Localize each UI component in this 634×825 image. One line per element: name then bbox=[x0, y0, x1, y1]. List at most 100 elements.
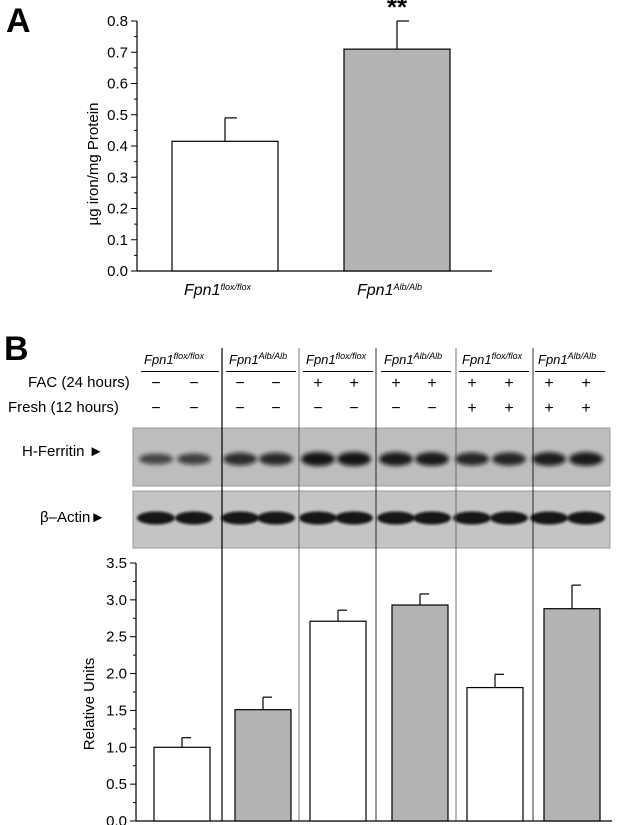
ferritin-band bbox=[492, 452, 526, 466]
actin-band bbox=[567, 511, 605, 525]
y-tick-label: 0.5 bbox=[107, 107, 128, 124]
group-name: Fpn1 bbox=[538, 352, 568, 367]
group-genotype: Alb/Alb bbox=[413, 351, 443, 361]
treatment-sign: − bbox=[189, 375, 199, 392]
actin-band bbox=[377, 511, 415, 525]
h-ferritin-text: H-Ferritin bbox=[22, 443, 85, 460]
actin-band bbox=[453, 511, 491, 525]
group-header-2: Fpn1Alb/Alb bbox=[229, 351, 287, 367]
ferritin-band bbox=[379, 452, 413, 466]
treatment-sign: + bbox=[349, 375, 359, 392]
y-tick-label: 2.5 bbox=[106, 629, 127, 646]
treatment-sign: + bbox=[544, 375, 554, 392]
actin-band bbox=[530, 511, 568, 525]
treatment-sign: + bbox=[313, 375, 323, 392]
group-header-4: Fpn1Alb/Alb bbox=[384, 351, 442, 367]
ferritin-band bbox=[301, 452, 335, 466]
y-tick-label: 0.1 bbox=[107, 232, 128, 249]
treatment-sign: + bbox=[581, 400, 591, 417]
ferritin-bands bbox=[139, 452, 603, 466]
group-underline bbox=[535, 371, 605, 372]
ferritin-band bbox=[223, 452, 257, 466]
group-underline bbox=[226, 371, 296, 372]
bar bbox=[466, 686, 524, 822]
beta-actin-text: β–Actin bbox=[40, 509, 91, 526]
y-tick-label: 0.8 bbox=[107, 13, 128, 30]
panel-b-label: B bbox=[4, 330, 29, 368]
y-tick-label: 0.0 bbox=[106, 813, 127, 825]
group-underline bbox=[381, 371, 451, 372]
actin-band bbox=[335, 511, 373, 525]
actin-band bbox=[257, 511, 295, 525]
group-name: Fpn1 bbox=[229, 352, 259, 367]
group-header-1: Fpn1flox/flox bbox=[144, 351, 204, 367]
treatment-sign: − bbox=[313, 400, 323, 417]
actin-band bbox=[413, 511, 451, 525]
treatment-sign: + bbox=[391, 375, 401, 392]
treatment-sign: + bbox=[467, 375, 477, 392]
group-genotype: Alb/Alb bbox=[258, 351, 288, 361]
actin-band bbox=[175, 511, 213, 525]
significance-annotation: ** bbox=[387, 0, 408, 22]
group-header-5: Fpn1flox/flox bbox=[462, 351, 522, 367]
treatment-sign: + bbox=[581, 375, 591, 392]
ferritin-band bbox=[569, 452, 603, 466]
beta-actin-label: β–Actin► bbox=[40, 509, 105, 526]
treatment-sign: − bbox=[235, 400, 245, 417]
treatment-sign: − bbox=[151, 375, 161, 392]
treatment-label-fresh: Fresh (12 hours) bbox=[8, 399, 119, 416]
treatment-sign: − bbox=[349, 400, 359, 417]
treatment-sign: + bbox=[504, 400, 514, 417]
treatment-sign: − bbox=[235, 375, 245, 392]
group-underline bbox=[303, 371, 373, 372]
y-tick-label: 3.5 bbox=[106, 555, 127, 572]
bar bbox=[234, 709, 292, 822]
arrowhead-icon: ► bbox=[88, 443, 104, 460]
group-header-6: Fpn1Alb/Alb bbox=[538, 351, 596, 367]
treatment-label-fac: FAC (24 hours) bbox=[28, 374, 130, 391]
arrowhead-icon: ► bbox=[90, 509, 106, 526]
bar bbox=[343, 48, 451, 272]
y-tick-label: 0.4 bbox=[107, 138, 128, 155]
category-genotype: Alb/Alb bbox=[393, 282, 422, 292]
ferritin-band bbox=[139, 453, 173, 465]
actin-band bbox=[137, 511, 175, 525]
group-underline bbox=[141, 371, 219, 372]
ferritin-band bbox=[532, 452, 566, 466]
actin-band bbox=[299, 511, 337, 525]
y-tick-label: 0.5 bbox=[106, 776, 127, 793]
bar bbox=[309, 620, 367, 822]
ferritin-blot bbox=[132, 427, 611, 487]
bar bbox=[391, 604, 449, 822]
category-name: Fpn1 bbox=[184, 282, 221, 299]
group-header-3: Fpn1flox/flox bbox=[306, 351, 366, 367]
category-name: Fpn1 bbox=[357, 282, 394, 299]
group-name: Fpn1 bbox=[144, 352, 174, 367]
group-genotype: Alb/Alb bbox=[567, 351, 597, 361]
y-tick-label: 1.0 bbox=[106, 739, 127, 756]
ferritin-band bbox=[455, 452, 489, 466]
group-underline bbox=[459, 371, 529, 372]
treatment-sign: − bbox=[427, 400, 437, 417]
ferritin-band bbox=[337, 452, 371, 466]
panel-a-label: A bbox=[6, 2, 31, 40]
group-name: Fpn1 bbox=[462, 352, 492, 367]
y-tick-label: 3.0 bbox=[106, 592, 127, 609]
treatment-sign: − bbox=[151, 400, 161, 417]
ferritin-band bbox=[259, 452, 293, 466]
treatment-sign: + bbox=[427, 375, 437, 392]
y-tick-label: 1.5 bbox=[106, 702, 127, 719]
treatment-sign: + bbox=[467, 400, 477, 417]
group-name: Fpn1 bbox=[384, 352, 414, 367]
treatment-sign: − bbox=[189, 400, 199, 417]
panel-a-category-label-1: Fpn1flox/flox bbox=[184, 282, 251, 300]
actin-band bbox=[490, 511, 528, 525]
treatment-sign: + bbox=[504, 375, 514, 392]
actin-band bbox=[221, 511, 259, 525]
group-genotype: flox/flox bbox=[173, 351, 205, 361]
panel-a-category-label-2: Fpn1Alb/Alb bbox=[357, 282, 422, 300]
h-ferritin-label: H-Ferritin ► bbox=[22, 443, 104, 460]
bar bbox=[543, 608, 601, 822]
